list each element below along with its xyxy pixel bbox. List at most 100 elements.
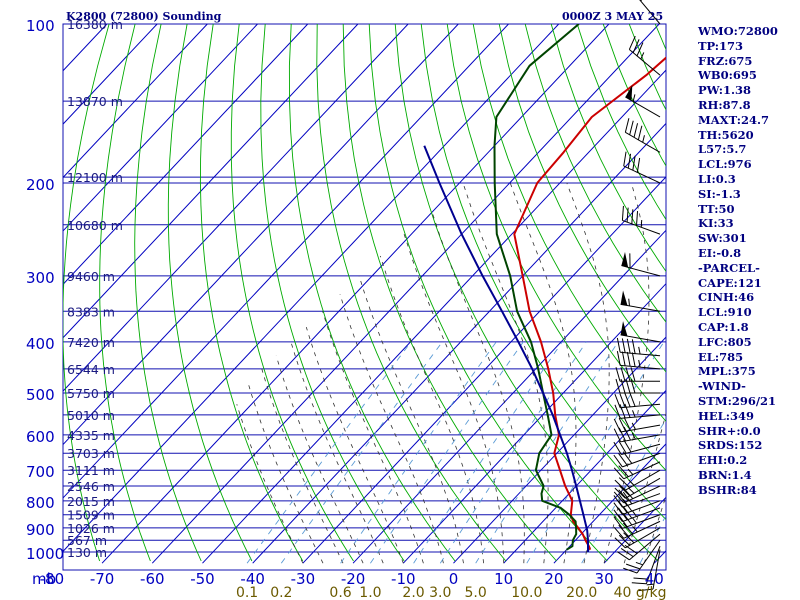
temperature-tick-label: -20 xyxy=(341,570,366,588)
wind-barb xyxy=(613,512,661,529)
wind-barb xyxy=(615,367,660,382)
moist-adiabat xyxy=(305,326,404,564)
wind-barb-flag xyxy=(618,514,628,527)
temperature-tick-label: -40 xyxy=(240,570,265,588)
wind-barb-half-flag xyxy=(640,219,643,228)
chart-gridlines xyxy=(62,23,667,571)
moist-adiabat xyxy=(603,182,650,564)
wind-barbs xyxy=(613,0,661,592)
wind-barb-flag xyxy=(624,393,631,408)
index-row: SW:301 xyxy=(698,231,747,246)
wind-barb-flag xyxy=(625,563,641,570)
wind-barb-flag xyxy=(613,495,623,508)
wind-barb xyxy=(620,321,661,343)
moist-adiabat xyxy=(290,341,384,564)
pressure-label: 200 xyxy=(26,176,55,194)
mixing-ratio-line xyxy=(526,341,665,564)
index-row: EL:785 xyxy=(698,349,744,364)
wind-barb-flag xyxy=(626,207,629,223)
dry-adiabat xyxy=(260,24,405,562)
index-row: CAPE:121 xyxy=(698,275,762,290)
dry-adiabat xyxy=(472,24,666,423)
isotherm xyxy=(63,24,409,392)
wind-barb-half-flag xyxy=(627,468,634,475)
pressure-label: 500 xyxy=(26,386,55,404)
wind-barb-flag xyxy=(631,339,636,354)
index-row: -WIND- xyxy=(698,379,746,394)
wind-barb-flag xyxy=(620,367,626,382)
wind-barb-flag xyxy=(621,205,624,221)
pressure-label: 300 xyxy=(26,269,55,287)
wind-barb xyxy=(613,491,661,508)
isotherm xyxy=(63,24,459,446)
dry-adiabat xyxy=(288,24,456,562)
height-label: 1509 m xyxy=(67,508,115,523)
wind-barb xyxy=(614,403,661,419)
index-row: FRZ:675 xyxy=(698,53,753,68)
wind-barb-flag xyxy=(614,479,626,491)
dry-adiabat xyxy=(167,24,253,562)
index-row: CAP:1.8 xyxy=(698,319,749,334)
wind-barb xyxy=(613,461,661,480)
wind-barb-shaft xyxy=(625,477,661,499)
index-row: SI:-1.3 xyxy=(698,186,741,201)
wind-barb-flag xyxy=(613,526,625,539)
wind-barb xyxy=(638,549,661,592)
wind-barb-flag xyxy=(631,352,636,367)
mixing-ratio-label: 10.0 xyxy=(511,585,542,600)
moist-adiabat xyxy=(247,381,324,564)
height-label: 7420 m xyxy=(67,335,115,350)
wind-barb-half-flag xyxy=(631,422,636,430)
wind-barb-flag xyxy=(618,427,626,442)
wind-barb-flag xyxy=(632,155,636,171)
wind-barb-pennant xyxy=(621,252,629,268)
mixing-ratio-line xyxy=(370,341,524,564)
wind-barb xyxy=(625,84,661,118)
mixing-ratio-line xyxy=(475,341,619,564)
wind-barb xyxy=(616,351,661,370)
wind-barb-flag xyxy=(613,502,623,515)
wind-barb-flag xyxy=(622,491,633,505)
temperature-tick-label: -30 xyxy=(291,570,316,588)
wind-barb-shaft xyxy=(623,520,661,539)
index-row: MAXT:24.7 xyxy=(698,112,769,127)
wind-barb-flag xyxy=(615,367,621,382)
mixing-ratio-line xyxy=(280,341,443,564)
height-label: 1026 m xyxy=(67,521,115,536)
mixing-ratio-label: 40 g/kg xyxy=(614,585,667,600)
mixing-ratio-label: 5.0 xyxy=(465,585,487,600)
temperature-tick-label: -10 xyxy=(391,570,416,588)
mixing-ratio-label: 1.0 xyxy=(359,585,381,600)
wind-barb-half-flag xyxy=(632,410,636,418)
isotherm xyxy=(63,24,208,179)
wind-barb-flag xyxy=(637,125,643,140)
wind-barb-half-flag xyxy=(632,94,636,102)
index-row: LI:0.3 xyxy=(698,171,736,186)
moist-adiabat xyxy=(431,209,525,564)
isotherm xyxy=(503,389,666,564)
height-label: 3703 m xyxy=(67,446,115,461)
wind-barb-flag xyxy=(616,351,621,366)
wind-barb-flag xyxy=(633,577,649,580)
index-row: SHR+:0.0 xyxy=(698,423,761,438)
wind-barb-flag xyxy=(630,367,636,382)
moist-adiabat xyxy=(379,255,484,564)
temperature-tick-label: 0 xyxy=(449,570,459,588)
wind-barb-shaft xyxy=(622,500,661,515)
wind-barb xyxy=(621,205,661,235)
height-label: 2015 m xyxy=(67,494,115,509)
wind-barb-flag xyxy=(621,351,626,366)
mixing-ratio-label: 3.0 xyxy=(429,585,451,600)
wind-barb-flag xyxy=(613,441,622,455)
wind-barb-shaft xyxy=(652,549,661,590)
isotherm xyxy=(402,282,666,564)
wind-barb-flag xyxy=(640,0,643,2)
dry-adiabat xyxy=(316,24,507,562)
moist-adiabat xyxy=(509,182,577,564)
wind-barb-flag xyxy=(618,417,626,432)
index-row: CINH:46 xyxy=(698,290,755,305)
wind-barb-flag xyxy=(620,548,634,558)
wind-barb-flag xyxy=(618,485,631,497)
wind-barb-half-flag xyxy=(638,359,641,368)
